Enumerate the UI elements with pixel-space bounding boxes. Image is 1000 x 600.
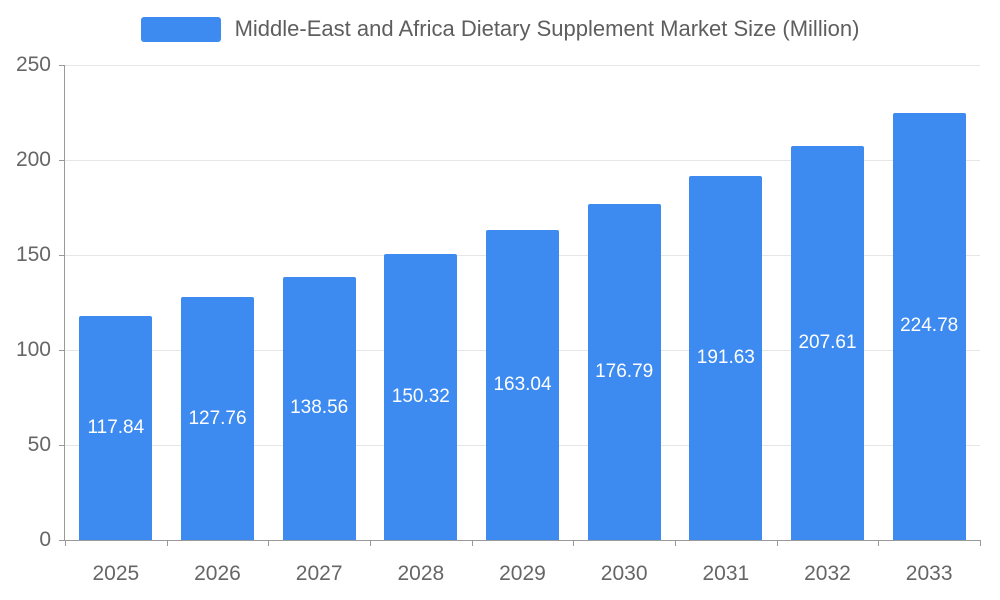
x-axis-tick (980, 540, 981, 546)
legend-swatch (140, 16, 221, 42)
bar-value-label: 224.78 (900, 315, 959, 337)
bar-value-label: 127.76 (188, 407, 247, 429)
y-axis-line (64, 65, 65, 541)
y-tick-label: 150 (15, 243, 51, 266)
y-axis-tick (59, 445, 65, 446)
x-axis-tick (268, 540, 270, 546)
gridline (65, 65, 980, 66)
bar[interactable]: 150.32 (384, 254, 458, 540)
x-axis-tick (166, 540, 168, 546)
chart-title: Middle-East and Africa Dietary Supplemen… (234, 16, 860, 41)
y-tick-label: 200 (15, 148, 51, 171)
y-tick-label: 0 (39, 528, 51, 551)
y-tick-label: 250 (15, 53, 51, 76)
bar-value-label: 117.84 (87, 417, 145, 439)
bar[interactable]: 127.76 (181, 297, 254, 540)
bar[interactable]: 176.79 (587, 204, 661, 540)
bar-value-label: 138.56 (290, 397, 349, 419)
bar-value-label: 163.04 (493, 374, 552, 396)
x-tick-label: 2029 (499, 562, 546, 585)
bar-value-label: 150.32 (391, 386, 450, 408)
x-axis-tick (675, 540, 676, 546)
bar[interactable]: 224.78 (892, 112, 966, 540)
y-tick-label: 100 (15, 338, 51, 361)
bar-value-label: 191.63 (696, 346, 755, 368)
x-tick-label: 2033 (905, 562, 953, 585)
bar[interactable]: 163.04 (486, 230, 559, 540)
y-axis-tick (59, 350, 65, 351)
x-tick-label: 2025 (92, 562, 140, 585)
bar[interactable]: 138.56 (282, 276, 356, 540)
x-axis-tick (370, 540, 371, 546)
x-axis-tick (878, 540, 880, 546)
x-tick-label: 2026 (194, 562, 241, 585)
x-axis-tick (65, 540, 66, 546)
x-axis-tick (471, 540, 473, 546)
x-tick-label: 2028 (397, 562, 445, 585)
y-axis-tick (59, 255, 65, 256)
gridline (65, 160, 980, 161)
x-tick-label: 2030 (600, 562, 648, 585)
bar[interactable]: 117.84 (79, 316, 153, 540)
y-axis-tick (59, 540, 65, 541)
y-axis-tick (59, 65, 65, 66)
x-tick-label: 2032 (804, 562, 851, 585)
x-tick-label: 2027 (295, 562, 343, 585)
bar[interactable]: 191.63 (689, 175, 763, 540)
y-axis-tick (59, 160, 65, 161)
x-axis-tick (573, 540, 575, 546)
bar-value-label: 176.79 (595, 361, 654, 383)
bar-value-label: 207.61 (798, 331, 857, 353)
x-axis-tick (776, 540, 778, 546)
bar[interactable]: 207.61 (791, 145, 864, 540)
y-tick-label: 50 (27, 433, 51, 456)
x-tick-label: 2031 (702, 562, 750, 585)
legend[interactable]: Middle-East and Africa Dietary Supplemen… (0, 16, 1000, 42)
x-axis-line (64, 540, 980, 541)
